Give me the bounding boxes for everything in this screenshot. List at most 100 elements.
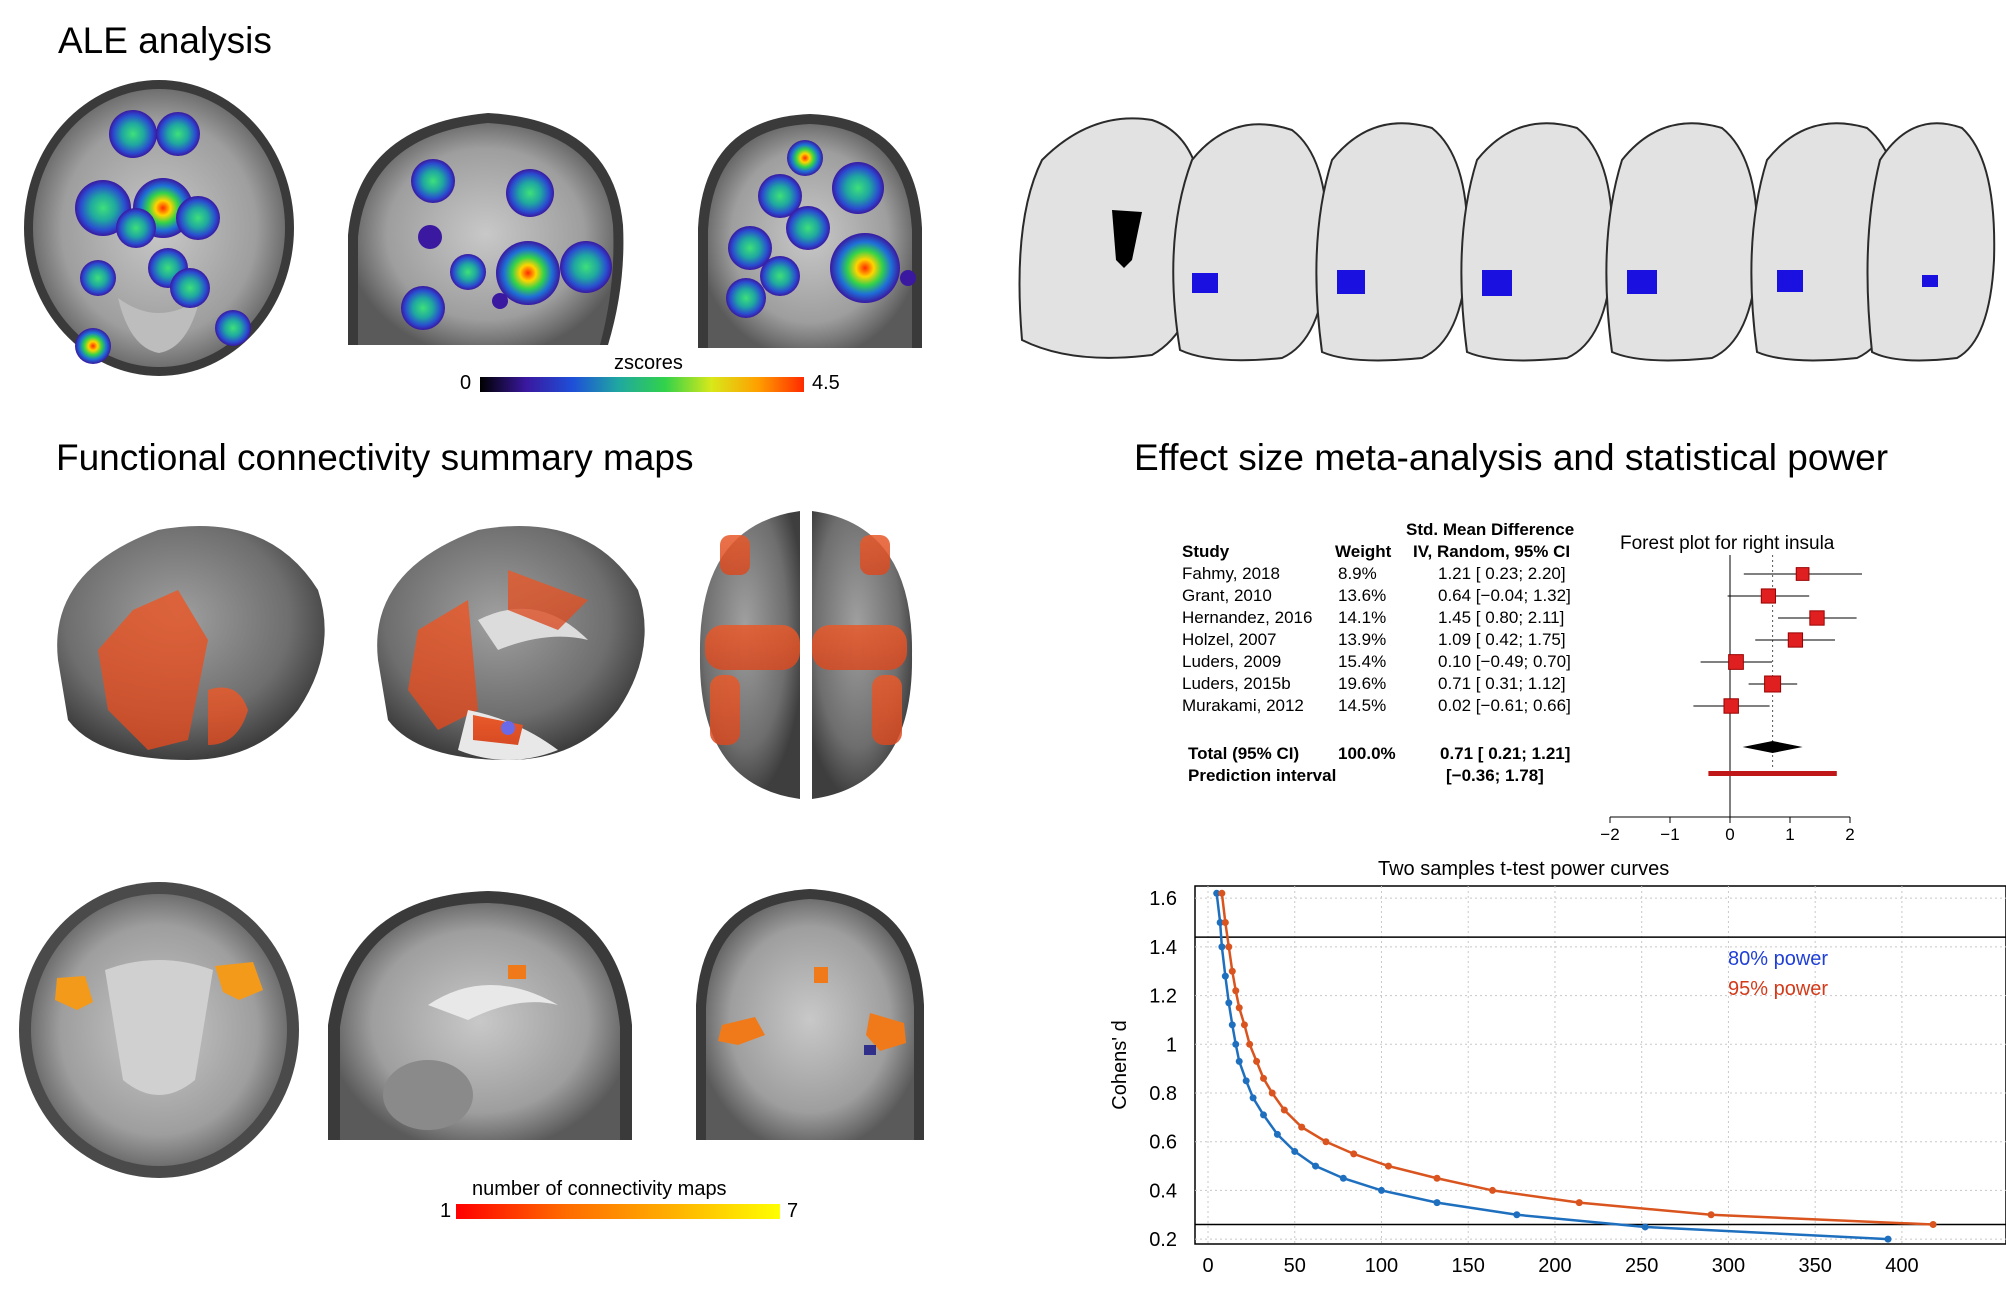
forest-header-weight: Weight — [1335, 542, 1392, 561]
forest-point — [1760, 588, 1776, 604]
power-y-tick-label: 0.8 — [1149, 1083, 1177, 1105]
power-series-point — [1291, 1147, 1299, 1155]
power-series-point — [1350, 1150, 1358, 1158]
power-series-point — [1312, 1162, 1320, 1170]
forest-study-name: Holzel, 2007 — [1182, 630, 1277, 649]
power-series-point — [1384, 1162, 1392, 1170]
histology-slices — [1018, 117, 1996, 362]
power-series-point — [1268, 1089, 1276, 1097]
power-y-tick-label: 1 — [1166, 1034, 1177, 1056]
forest-prediction-label: Prediction interval — [1188, 766, 1337, 785]
power-series-point — [1225, 943, 1233, 951]
power-y-axis-label: Cohens' d — [1109, 1020, 1131, 1109]
forest-study-weight: 13.6% — [1338, 586, 1387, 605]
power-y-tick-label: 0.4 — [1149, 1180, 1177, 1202]
forest-header-smd: Std. Mean Difference — [1406, 520, 1575, 539]
power-y-tick-label: 1.2 — [1149, 986, 1177, 1008]
forest-study-ci: 0.71 [ 0.31; 1.12] — [1438, 674, 1566, 693]
power-series-point — [1242, 1077, 1250, 1085]
power-chart: 0.2 0.4 0.6 0.8 1 1.2 1.4 1.6 0 50 100 150 200 250 300… — [1109, 885, 2006, 1277]
ale-colorbar-label: zscores — [614, 352, 683, 374]
power-series-point — [1235, 1057, 1243, 1065]
power-series-line — [1220, 893, 1934, 1226]
power-series-point — [1513, 1211, 1521, 1219]
legend-80-power: 80% power — [1728, 948, 1829, 970]
power-x-tick-label: 150 — [1452, 1255, 1485, 1277]
power-series-point — [1641, 1223, 1649, 1231]
power-series-point — [1489, 1186, 1497, 1194]
forest-study-ci: 0.02 [−0.61; 0.66] — [1438, 696, 1571, 715]
power-x-tick-label: 50 — [1284, 1255, 1306, 1277]
power-series-point — [1260, 1111, 1268, 1119]
forest-study-ci: 1.21 [ 0.23; 2.20] — [1438, 564, 1566, 583]
ale-coronal-brain — [698, 114, 922, 348]
power-series-point — [1929, 1221, 1937, 1229]
power-series-point — [1322, 1138, 1330, 1146]
power-chart-title: Two samples t-test power curves — [1378, 858, 1670, 880]
forest-total-ci: 0.71 [ 0.21; 1.21] — [1440, 744, 1571, 763]
power-series-point — [1228, 967, 1236, 975]
power-series-point — [1339, 1174, 1347, 1182]
forest-prediction-bar — [1708, 771, 1837, 776]
forest-point — [1809, 610, 1825, 626]
power-series-point — [1235, 1004, 1243, 1012]
power-series-point — [1246, 1040, 1254, 1048]
power-series-point — [1218, 943, 1226, 951]
power-x-tick-label: 200 — [1538, 1255, 1571, 1277]
forest-point — [1795, 567, 1810, 581]
forest-study-name: Hernandez, 2016 — [1182, 608, 1313, 627]
ale-sagittal-brain — [348, 113, 624, 345]
forest-header-study: Study — [1182, 542, 1230, 561]
fc-colorbar-min: 1 — [440, 1200, 452, 1222]
forest-x-tick-label: 2 — [1845, 825, 1854, 840]
forest-point — [1787, 632, 1804, 648]
forest-point — [1723, 698, 1739, 714]
forest-prediction-ci: [−0.36; 1.78] — [1446, 766, 1544, 785]
power-series-point — [1232, 987, 1240, 995]
power-series-line — [1215, 893, 1889, 1241]
forest-total-weight: 100.0% — [1338, 744, 1396, 763]
power-series-point — [1280, 1106, 1288, 1114]
forest-point — [1764, 675, 1782, 693]
power-series-point — [1213, 889, 1221, 897]
forest-study-ci: 0.64 [−0.04; 1.32] — [1438, 586, 1571, 605]
power-x-tick-label: 400 — [1885, 1255, 1918, 1277]
power-series-point — [1253, 1057, 1261, 1065]
forest-study-weight: 15.4% — [1338, 652, 1387, 671]
power-series-point — [1216, 919, 1224, 927]
forest-diamond — [1742, 741, 1803, 753]
power-x-tick-label: 100 — [1365, 1255, 1398, 1277]
power-series-point — [1433, 1199, 1441, 1207]
power-series-point — [1575, 1199, 1583, 1207]
fc-medial-brain — [377, 526, 645, 760]
forest-study-weight: 19.6% — [1338, 674, 1387, 693]
fc-axial-slice — [19, 882, 299, 1178]
power-plot-frame — [1194, 885, 2006, 1245]
effect-heading: Effect size meta-analysis and statistica… — [1134, 437, 1889, 478]
power-y-tick-label: 0.2 — [1149, 1229, 1177, 1251]
power-series-point — [1884, 1235, 1892, 1243]
forest-point — [1728, 654, 1744, 670]
forest-study-name: Luders, 2009 — [1182, 652, 1282, 671]
ale-axial-brain — [24, 80, 294, 376]
forest-x-tick-label: −1 — [1660, 825, 1679, 840]
power-y-tick-label: 0.6 — [1149, 1132, 1177, 1154]
forest-study-weight: 13.9% — [1338, 630, 1387, 649]
power-series-point — [1218, 889, 1226, 897]
forest-plot-title: Forest plot for right insula — [1620, 533, 1835, 554]
power-y-tick-label: 1.6 — [1149, 888, 1177, 910]
forest-plot: −2 −1 0 1 2 — [1600, 555, 1862, 840]
forest-x-tick-label: 0 — [1725, 825, 1734, 840]
fc-lateral-brain — [57, 526, 325, 760]
ale-heading: ALE analysis — [58, 20, 272, 61]
forest-x-tick-label: −2 — [1600, 825, 1619, 840]
power-series-point — [1433, 1174, 1441, 1182]
power-y-tick-label: 1.4 — [1149, 937, 1177, 959]
power-x-tick-label: 250 — [1625, 1255, 1658, 1277]
power-series-point — [1707, 1211, 1715, 1219]
power-series-point — [1225, 999, 1233, 1007]
forest-study-ci: 1.45 [ 0.80; 2.11] — [1438, 608, 1565, 627]
power-x-tick-label: 0 — [1202, 1255, 1213, 1277]
forest-study-ci: 0.10 [−0.49; 0.70] — [1438, 652, 1571, 671]
ale-colorbar — [480, 377, 804, 392]
